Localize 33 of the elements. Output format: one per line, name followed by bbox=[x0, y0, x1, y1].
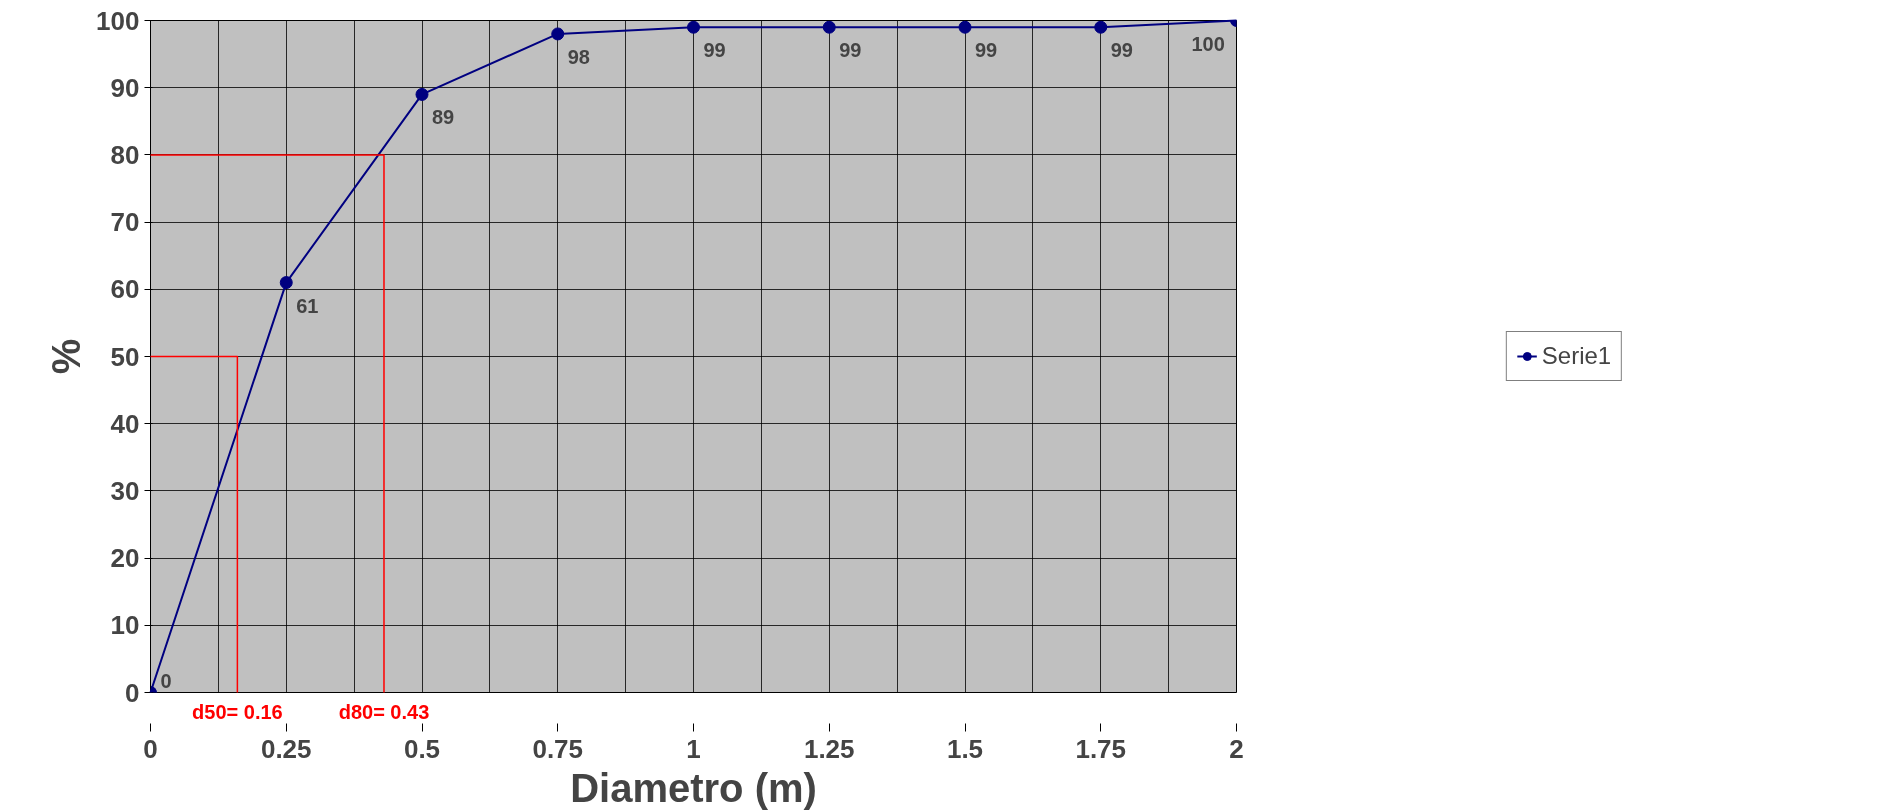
x-tick-label: 0.5 bbox=[403, 733, 441, 764]
x-tick-label: 0.75 bbox=[532, 733, 584, 764]
text: d50= 0.16 bbox=[192, 700, 283, 723]
data-label: 61 bbox=[296, 294, 319, 317]
text: d80= 0.43 bbox=[338, 700, 430, 723]
data-label: 0 bbox=[160, 669, 172, 692]
data-label: 98 bbox=[567, 45, 590, 68]
y-tick-label: 70 bbox=[110, 207, 140, 238]
x-tick-label: 2 bbox=[1229, 733, 1244, 764]
legend-label: Serie1 bbox=[1541, 342, 1612, 370]
x-tick-label: 1.5 bbox=[946, 733, 984, 764]
data-label: 99 bbox=[703, 39, 726, 62]
x-tick-label: 1 bbox=[686, 733, 701, 764]
x-tick-label: 1.25 bbox=[803, 733, 855, 764]
y-tick-label: 90 bbox=[110, 72, 140, 103]
y-axis-title: % bbox=[44, 338, 89, 375]
y-tick-label: 60 bbox=[110, 274, 140, 305]
x-tick-label: 1.75 bbox=[1075, 733, 1127, 764]
data-label: 99 bbox=[1110, 39, 1133, 62]
y-tick-label: 20 bbox=[110, 543, 140, 574]
data-label: 99 bbox=[975, 39, 998, 62]
y-tick-label: 80 bbox=[110, 139, 140, 170]
data-label: 100 bbox=[1191, 32, 1225, 55]
y-tick-label: 30 bbox=[110, 475, 140, 506]
y-tick-label: 50 bbox=[110, 341, 140, 372]
y-tick-label: 40 bbox=[110, 408, 140, 439]
y-tick-label: 0 bbox=[125, 677, 140, 708]
data-label: 99 bbox=[839, 39, 862, 62]
y-tick-label: 100 bbox=[96, 5, 140, 36]
data-label: 89 bbox=[432, 106, 455, 129]
x-axis-title: Diametro (m) bbox=[570, 765, 817, 810]
y-tick-label: 10 bbox=[110, 610, 140, 641]
x-tick-label: 0.25 bbox=[260, 733, 312, 764]
